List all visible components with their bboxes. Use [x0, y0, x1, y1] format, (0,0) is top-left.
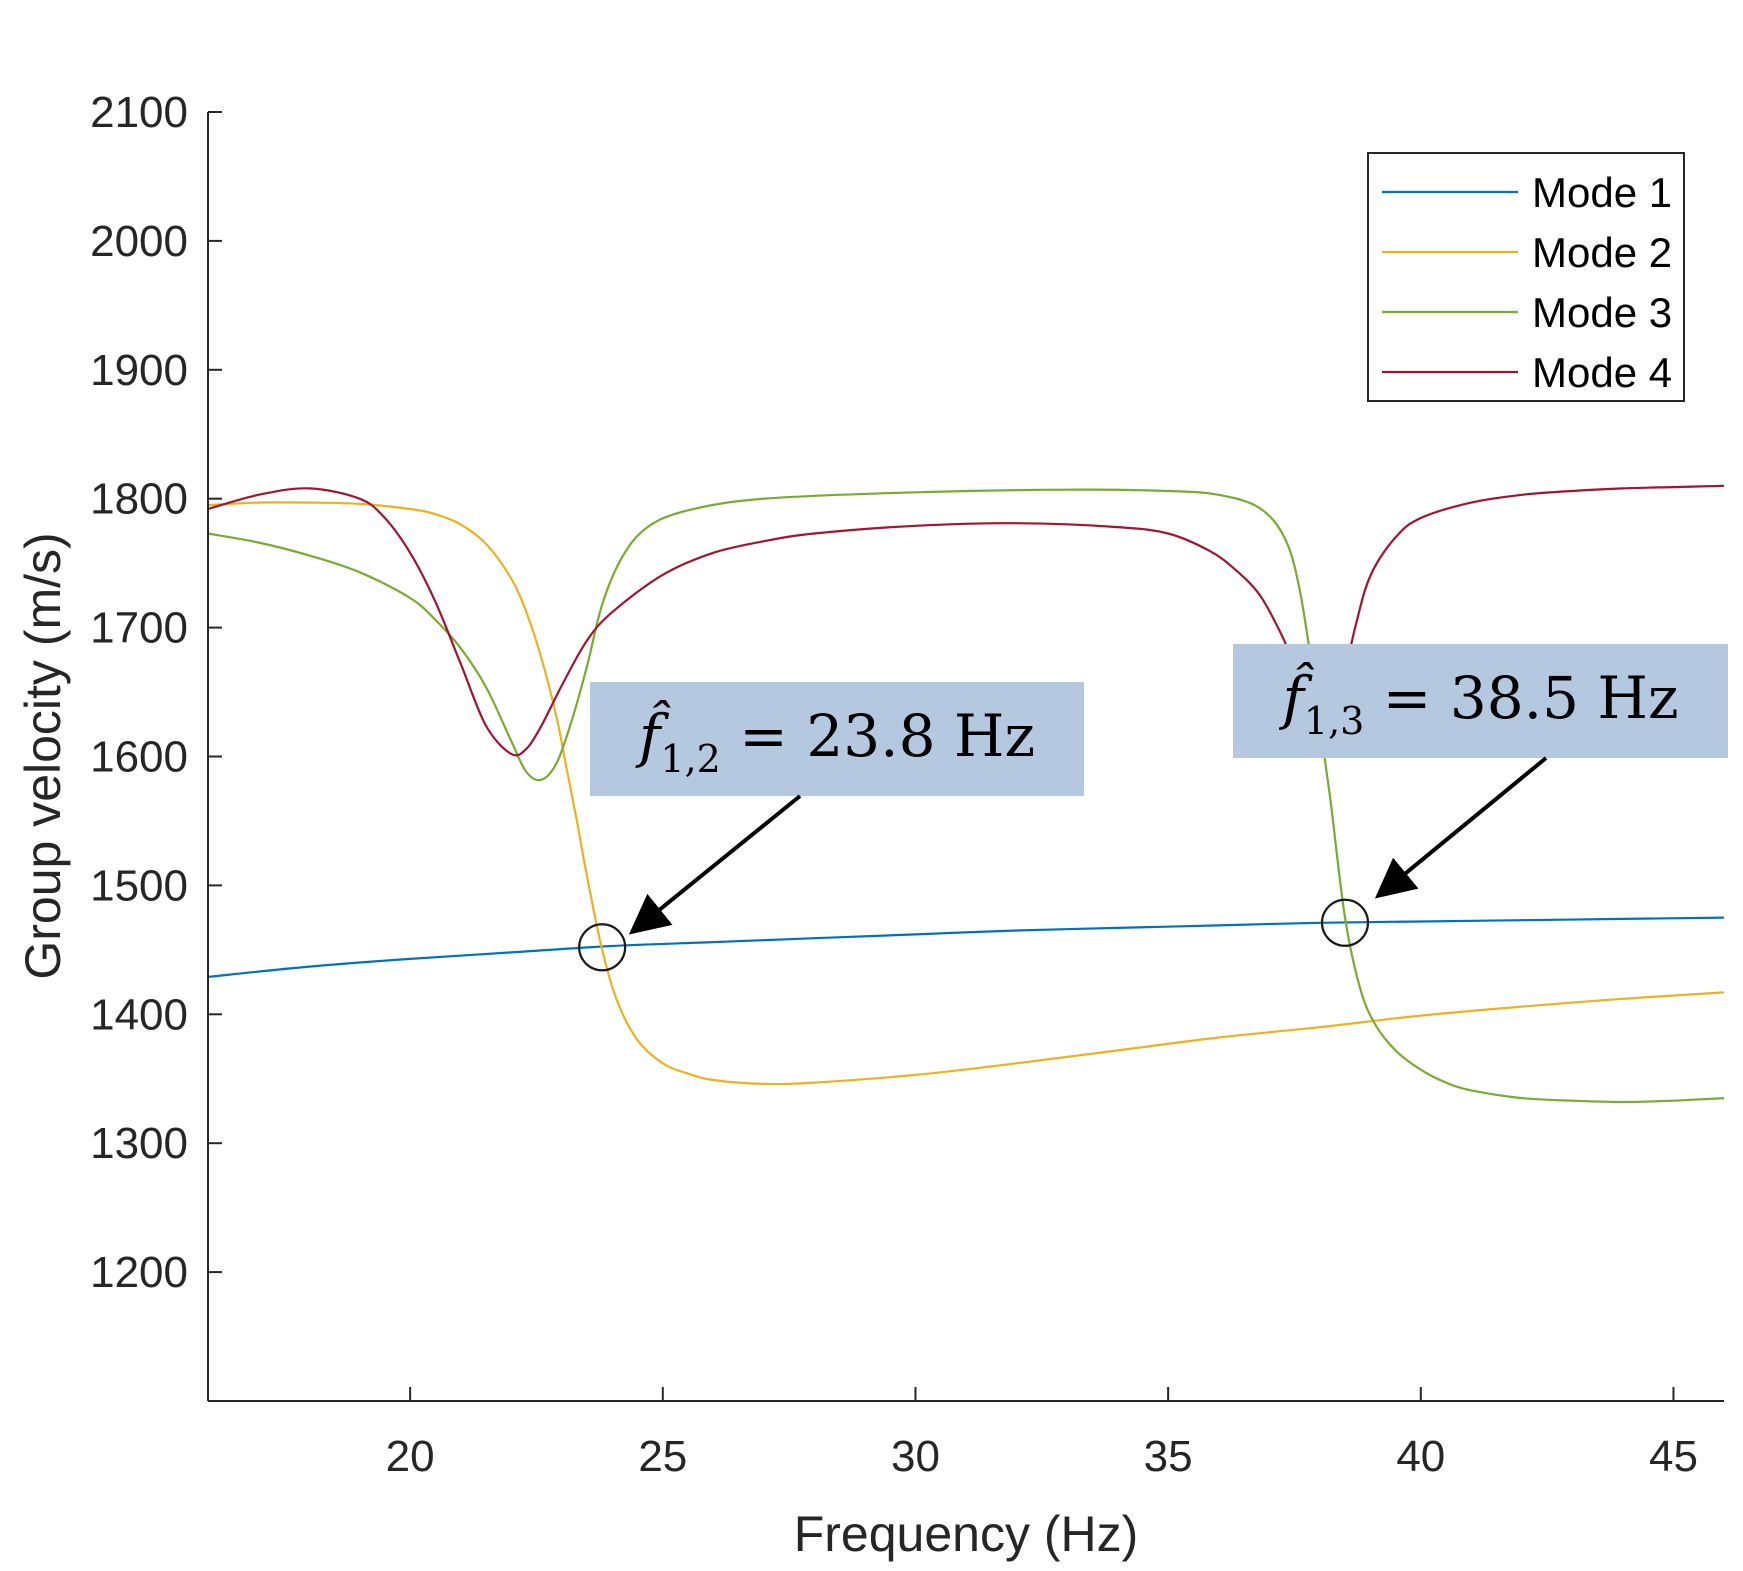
y-axis-title: Group velocity (m/s) [15, 532, 71, 979]
x-tick-label: 45 [1649, 1432, 1698, 1481]
annotation-box [590, 682, 1084, 796]
y-tick-label: 1600 [90, 733, 188, 782]
y-tick-label: 1700 [90, 604, 188, 653]
y-tick-label: 1200 [90, 1248, 188, 1297]
series-line-mode-2 [208, 501, 1724, 1086]
x-tick-label: 40 [1396, 1432, 1445, 1481]
series-line-mode-3 [208, 488, 1724, 1104]
x-tick-label: 20 [386, 1432, 435, 1481]
series-line-mode-4 [208, 484, 1724, 757]
annotation-box [1233, 644, 1728, 758]
series-layer [208, 484, 1724, 1104]
intersection-circle-2 [1320, 898, 1370, 947]
annotations: f̂1,2 = 23.8 Hz f̂1,3 = 38.5 Hz [590, 644, 1728, 935]
annotation-arrow [628, 794, 802, 935]
series-line-mode-1 [208, 916, 1724, 978]
y-tick-label: 1300 [90, 1119, 188, 1168]
legend: Mode 1 Mode 2 Mode 3 Mode 4 [1367, 152, 1685, 402]
annotation-1: f̂1,2 = 23.8 Hz [590, 682, 1084, 935]
x-ticks: 20 25 30 35 40 45 [386, 1387, 1698, 1481]
legend-label-mode-4: Mode 4 [1532, 349, 1672, 396]
y-tick-label: 1500 [90, 861, 188, 910]
y-tick-label: 2100 [90, 88, 188, 137]
legend-label-mode-2: Mode 2 [1532, 229, 1672, 276]
y-tick-label: 2000 [90, 217, 188, 266]
y-tick-label: 1800 [90, 475, 188, 524]
legend-label-mode-1: Mode 1 [1532, 169, 1672, 216]
intersection-markers [578, 898, 1370, 972]
x-tick-label: 30 [891, 1432, 940, 1481]
y-tick-label: 1900 [90, 346, 188, 395]
legend-box [1367, 152, 1685, 402]
x-tick-label: 25 [638, 1432, 687, 1481]
x-axis-title: Frequency (Hz) [794, 1506, 1139, 1562]
annotation-arrow [1374, 756, 1548, 899]
annotation-2: f̂1,3 = 38.5 Hz [1233, 644, 1728, 899]
y-ticks: 1200 1300 1400 1500 1600 1700 1800 1900 2000 2100 [90, 88, 222, 1297]
legend-label-mode-3: Mode 3 [1532, 289, 1672, 336]
x-tick-label: 35 [1144, 1432, 1193, 1481]
y-tick-label: 1400 [90, 990, 188, 1039]
intersection-circle-1 [578, 923, 627, 972]
